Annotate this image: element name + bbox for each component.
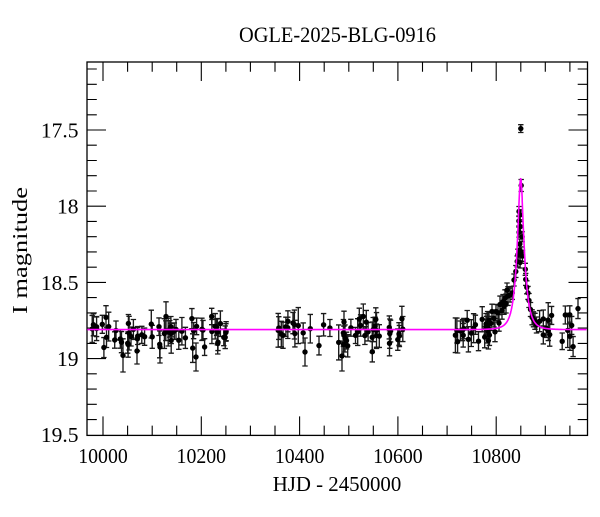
svg-text:10400: 10400 — [275, 444, 325, 468]
svg-text:18: 18 — [57, 195, 79, 219]
svg-text:10200: 10200 — [177, 444, 227, 468]
svg-text:19: 19 — [57, 347, 79, 371]
svg-text:I magnitude: I magnitude — [8, 187, 32, 314]
svg-text:10800: 10800 — [471, 444, 521, 468]
svg-text:OGLE-2025-BLG-0916: OGLE-2025-BLG-0916 — [239, 22, 436, 47]
svg-text:10000: 10000 — [78, 444, 128, 468]
svg-text:10600: 10600 — [373, 444, 423, 468]
svg-text:17.5: 17.5 — [41, 118, 79, 142]
svg-text:19.5: 19.5 — [41, 423, 79, 447]
svg-text:HJD - 2450000: HJD - 2450000 — [273, 472, 402, 496]
svg-text:18.5: 18.5 — [41, 271, 79, 295]
